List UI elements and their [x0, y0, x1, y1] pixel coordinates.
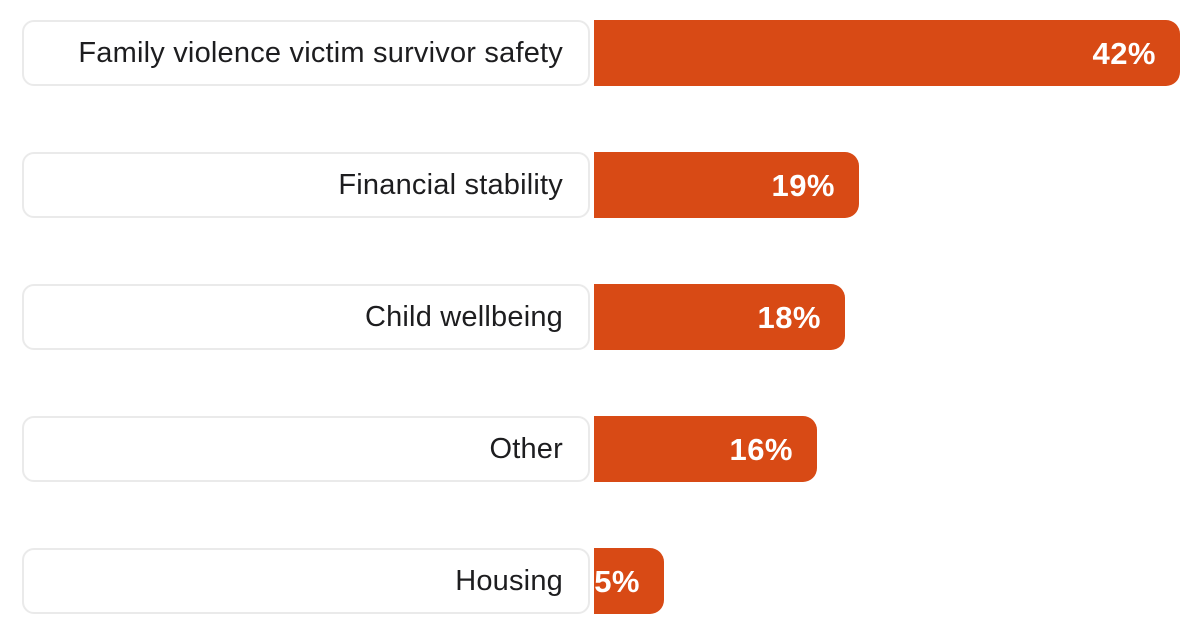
bar-value-label: 42% [1092, 35, 1156, 71]
bar-row: Financial stability 19% [22, 152, 1200, 218]
category-label-box: Housing [22, 548, 590, 614]
bar-row: Other 16% [22, 416, 1200, 482]
category-label-box: Family violence victim survivor safety [22, 20, 590, 86]
category-label: Family violence victim survivor safety [78, 36, 563, 69]
category-label: Financial stability [338, 168, 563, 201]
category-label: Other [489, 432, 563, 465]
bar: 5% [594, 548, 664, 614]
bar: 18% [594, 284, 845, 350]
category-label: Child wellbeing [364, 300, 563, 333]
bar-value-label: 19% [771, 167, 835, 203]
category-label-box: Child wellbeing [22, 284, 590, 350]
bar: 16% [594, 416, 817, 482]
category-label: Housing [455, 564, 563, 597]
category-label-box: Other [22, 416, 590, 482]
bar-value-label: 16% [729, 431, 793, 467]
category-label-box: Financial stability [22, 152, 590, 218]
bar-row: Housing 5% [22, 548, 1200, 614]
bar: 19% [594, 152, 859, 218]
bar: 42% [594, 20, 1180, 86]
bar-row: Child wellbeing 18% [22, 284, 1200, 350]
bar-row: Family violence victim survivor safety 42… [22, 20, 1200, 86]
bar-value-label: 18% [757, 299, 821, 335]
bar-value-label: 5% [594, 563, 640, 599]
